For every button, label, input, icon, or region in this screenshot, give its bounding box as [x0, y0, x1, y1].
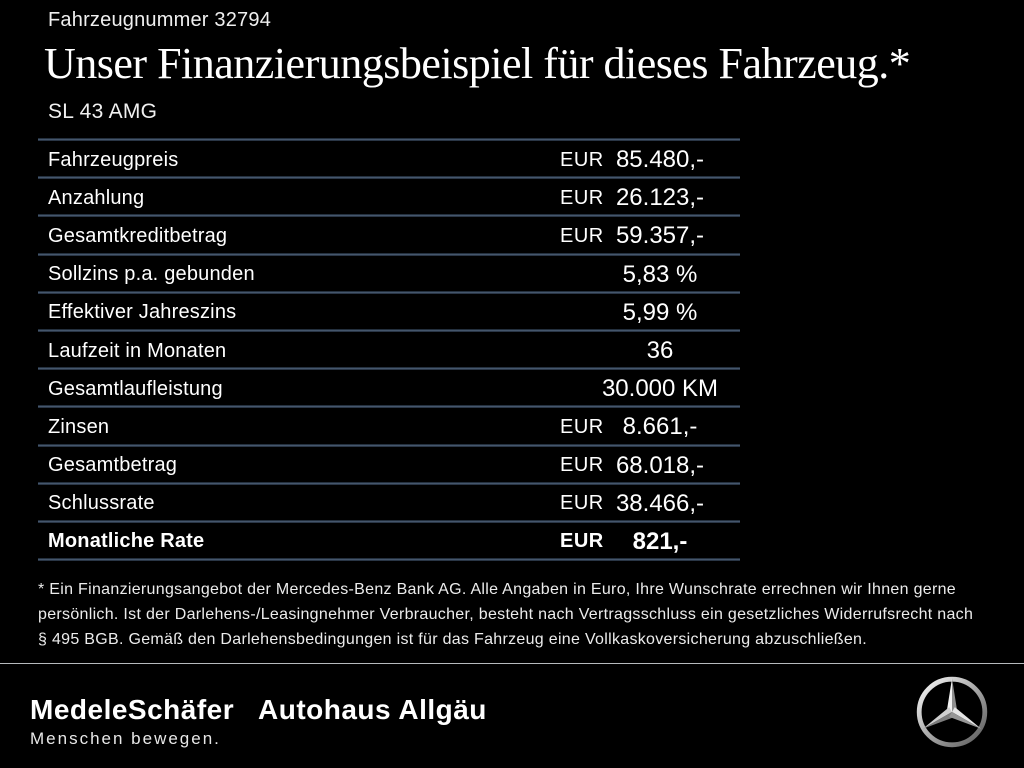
row-value: 68.018,- — [615, 451, 705, 479]
row-label: Zinsen — [48, 415, 110, 438]
dealer-logo-secondary: Autohaus Allgäu — [258, 694, 487, 725]
row-currency: EUR — [560, 530, 604, 553]
row-label: Gesamtlaufleistung — [48, 377, 223, 400]
mercedes-star-icon — [916, 676, 988, 748]
row-currency: EUR — [560, 454, 604, 477]
row-label: Fahrzeugpreis — [48, 148, 179, 171]
row-currency: EUR — [560, 492, 604, 515]
row-currency: EUR — [560, 224, 604, 247]
footer-divider — [0, 663, 1024, 664]
financing-table: Fahrzeugpreis EUR 85.480,- Anzahlung EUR 26.1… — [38, 138, 740, 562]
row-label: Laufzeit in Monaten — [48, 339, 227, 362]
table-row: Effektiver Jahreszins 5,99 % — [38, 294, 740, 333]
row-label: Schlussrate — [48, 492, 155, 515]
vehicle-model: SL 43 AMG — [48, 100, 158, 123]
table-row: Fahrzeugpreis EUR 85.480,- — [38, 141, 740, 180]
row-label: Anzahlung — [48, 186, 145, 209]
table-row: Gesamtbetrag EUR 68.018,- — [38, 447, 740, 485]
row-value: 38.466,- — [615, 489, 705, 517]
table-row: Gesamtkreditbetrag EUR 59.357,- — [38, 217, 740, 256]
table-row: Anzahlung EUR 26.123,- — [38, 179, 740, 218]
table-row: Gesamtlaufleistung 30.000 KM — [38, 370, 740, 409]
row-label: Gesamtkreditbetrag — [48, 224, 228, 247]
row-value: 85.480,- — [615, 146, 705, 174]
table-row: Laufzeit in Monaten 36 — [38, 332, 740, 371]
row-value: 8.661,- — [622, 413, 698, 441]
table-row: Monatliche Rate EUR 821,- — [38, 523, 740, 562]
row-value: 30.000 KM — [601, 375, 719, 403]
row-label: Monatliche Rate — [48, 530, 205, 553]
row-value: 26.123,- — [615, 184, 705, 212]
row-currency: EUR — [560, 148, 604, 171]
row-label: Gesamtbetrag — [48, 454, 178, 477]
row-value: 59.357,- — [615, 222, 705, 250]
row-value: 36 — [646, 337, 674, 365]
page-title: Unser Finanzierungsbeispiel für dieses F… — [44, 39, 911, 88]
dealer-tagline: Menschen bewegen. — [30, 729, 221, 748]
footnote: * Ein Finanzierungsangebot der Mercedes-… — [38, 581, 974, 648]
row-label: Sollzins p.a. gebunden — [48, 263, 255, 286]
table-row: Sollzins p.a. gebunden 5,83 % — [38, 256, 740, 294]
row-value: 5,83 % — [622, 260, 698, 288]
table-row: Zinsen EUR 8.661,- — [38, 408, 740, 447]
row-currency: EUR — [560, 186, 604, 209]
row-value: 5,99 % — [622, 298, 698, 326]
vehicle-number: Fahrzeugnummer 32794 — [48, 9, 272, 31]
row-currency: EUR — [560, 415, 604, 438]
dealer-logo: MedeleSchäfer — [30, 694, 235, 725]
table-row: Schlussrate EUR 38.466,- — [38, 485, 740, 524]
row-label: Effektiver Jahreszins — [48, 301, 237, 324]
row-value: 821,- — [632, 527, 688, 555]
